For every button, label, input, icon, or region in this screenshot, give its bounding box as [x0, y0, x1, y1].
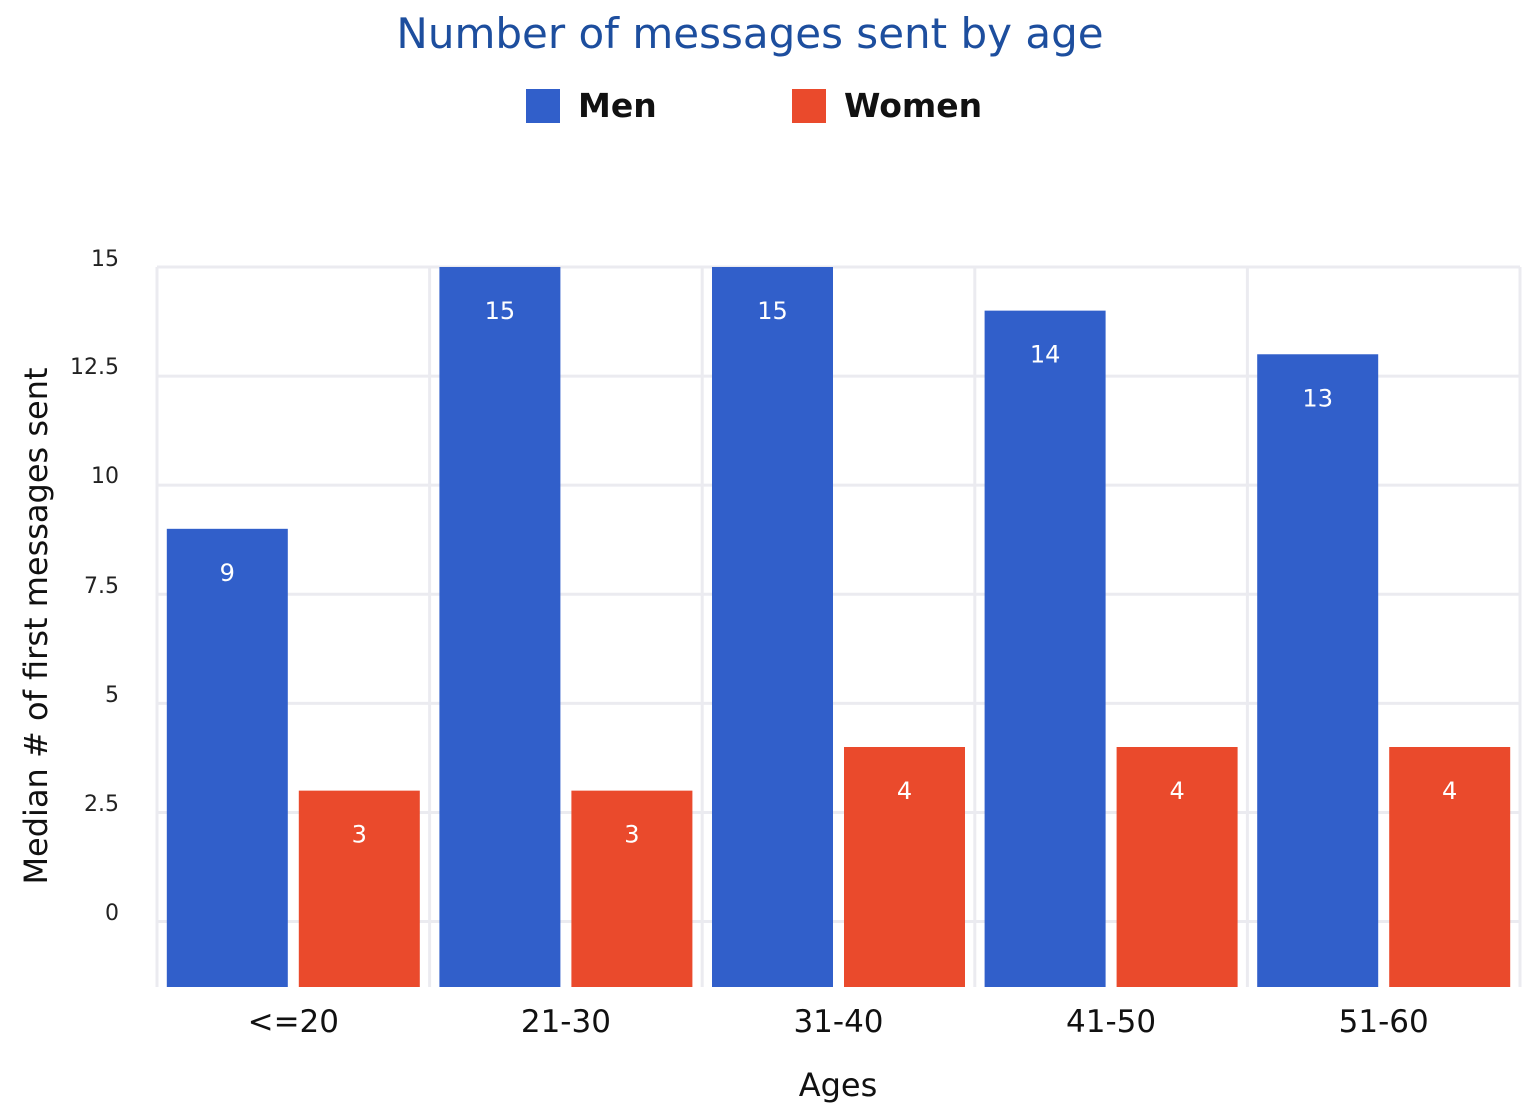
- bar-men-3: [984, 310, 1106, 987]
- chart-title: Number of messages sent by age: [396, 9, 1103, 58]
- y-tick-label: 2.5: [84, 792, 119, 817]
- legend-label-women: Women: [844, 86, 982, 125]
- bar-men-1: [439, 267, 561, 987]
- bar-women-0: [298, 790, 420, 987]
- bar-men-2: [712, 267, 833, 987]
- x-tick-label: 31-40: [793, 1004, 883, 1040]
- bar-data-label: 15: [485, 297, 516, 325]
- y-tick-label: 0: [105, 901, 119, 926]
- bar-women-3: [1116, 747, 1238, 987]
- legend-label-men: Men: [578, 86, 657, 125]
- x-tick-label: <=20: [248, 1004, 339, 1040]
- bar-data-label: 15: [757, 297, 788, 325]
- bar-data-label: 9: [220, 559, 235, 587]
- y-tick-label: 10: [91, 464, 119, 489]
- x-axis-title: Ages: [799, 1066, 878, 1104]
- bar-men-0: [166, 528, 288, 987]
- bar-women-4: [1389, 747, 1511, 987]
- bar-data-label: 4: [897, 777, 912, 805]
- y-axis-ticks: 0 2.5 5 7.5 10 12.5 15: [70, 247, 119, 926]
- x-tick-label: 51-60: [1339, 1004, 1429, 1040]
- bar-women-2: [844, 747, 965, 987]
- bar-data-label: 3: [352, 821, 367, 849]
- y-tick-label: 12.5: [70, 355, 119, 380]
- legend-swatch-men: [526, 89, 560, 123]
- y-tick-label: 5: [105, 683, 119, 708]
- y-tick-label: 7.5: [84, 574, 119, 599]
- legend-swatch-women: [792, 89, 826, 123]
- y-axis-title: Median # of first messages sent: [17, 367, 55, 884]
- legend: Men Women: [526, 86, 982, 125]
- bar-data-label: 13: [1302, 384, 1333, 412]
- x-tick-label: 21-30: [521, 1004, 611, 1040]
- bar-data-label: 3: [624, 821, 639, 849]
- y-tick-label: 15: [91, 247, 119, 272]
- bars: 9 3 15 3 15 4 14 4 13 4: [166, 267, 1511, 988]
- x-tick-label: 41-50: [1066, 1004, 1156, 1040]
- bar-data-label: 4: [1442, 777, 1457, 805]
- x-axis-ticks: <=20 21-30 31-40 41-50 51-60: [248, 1004, 1429, 1040]
- bar-men-4: [1257, 354, 1379, 988]
- bar-data-label: 4: [1169, 777, 1184, 805]
- bar-women-1: [571, 790, 693, 987]
- bar-data-label: 14: [1030, 341, 1061, 369]
